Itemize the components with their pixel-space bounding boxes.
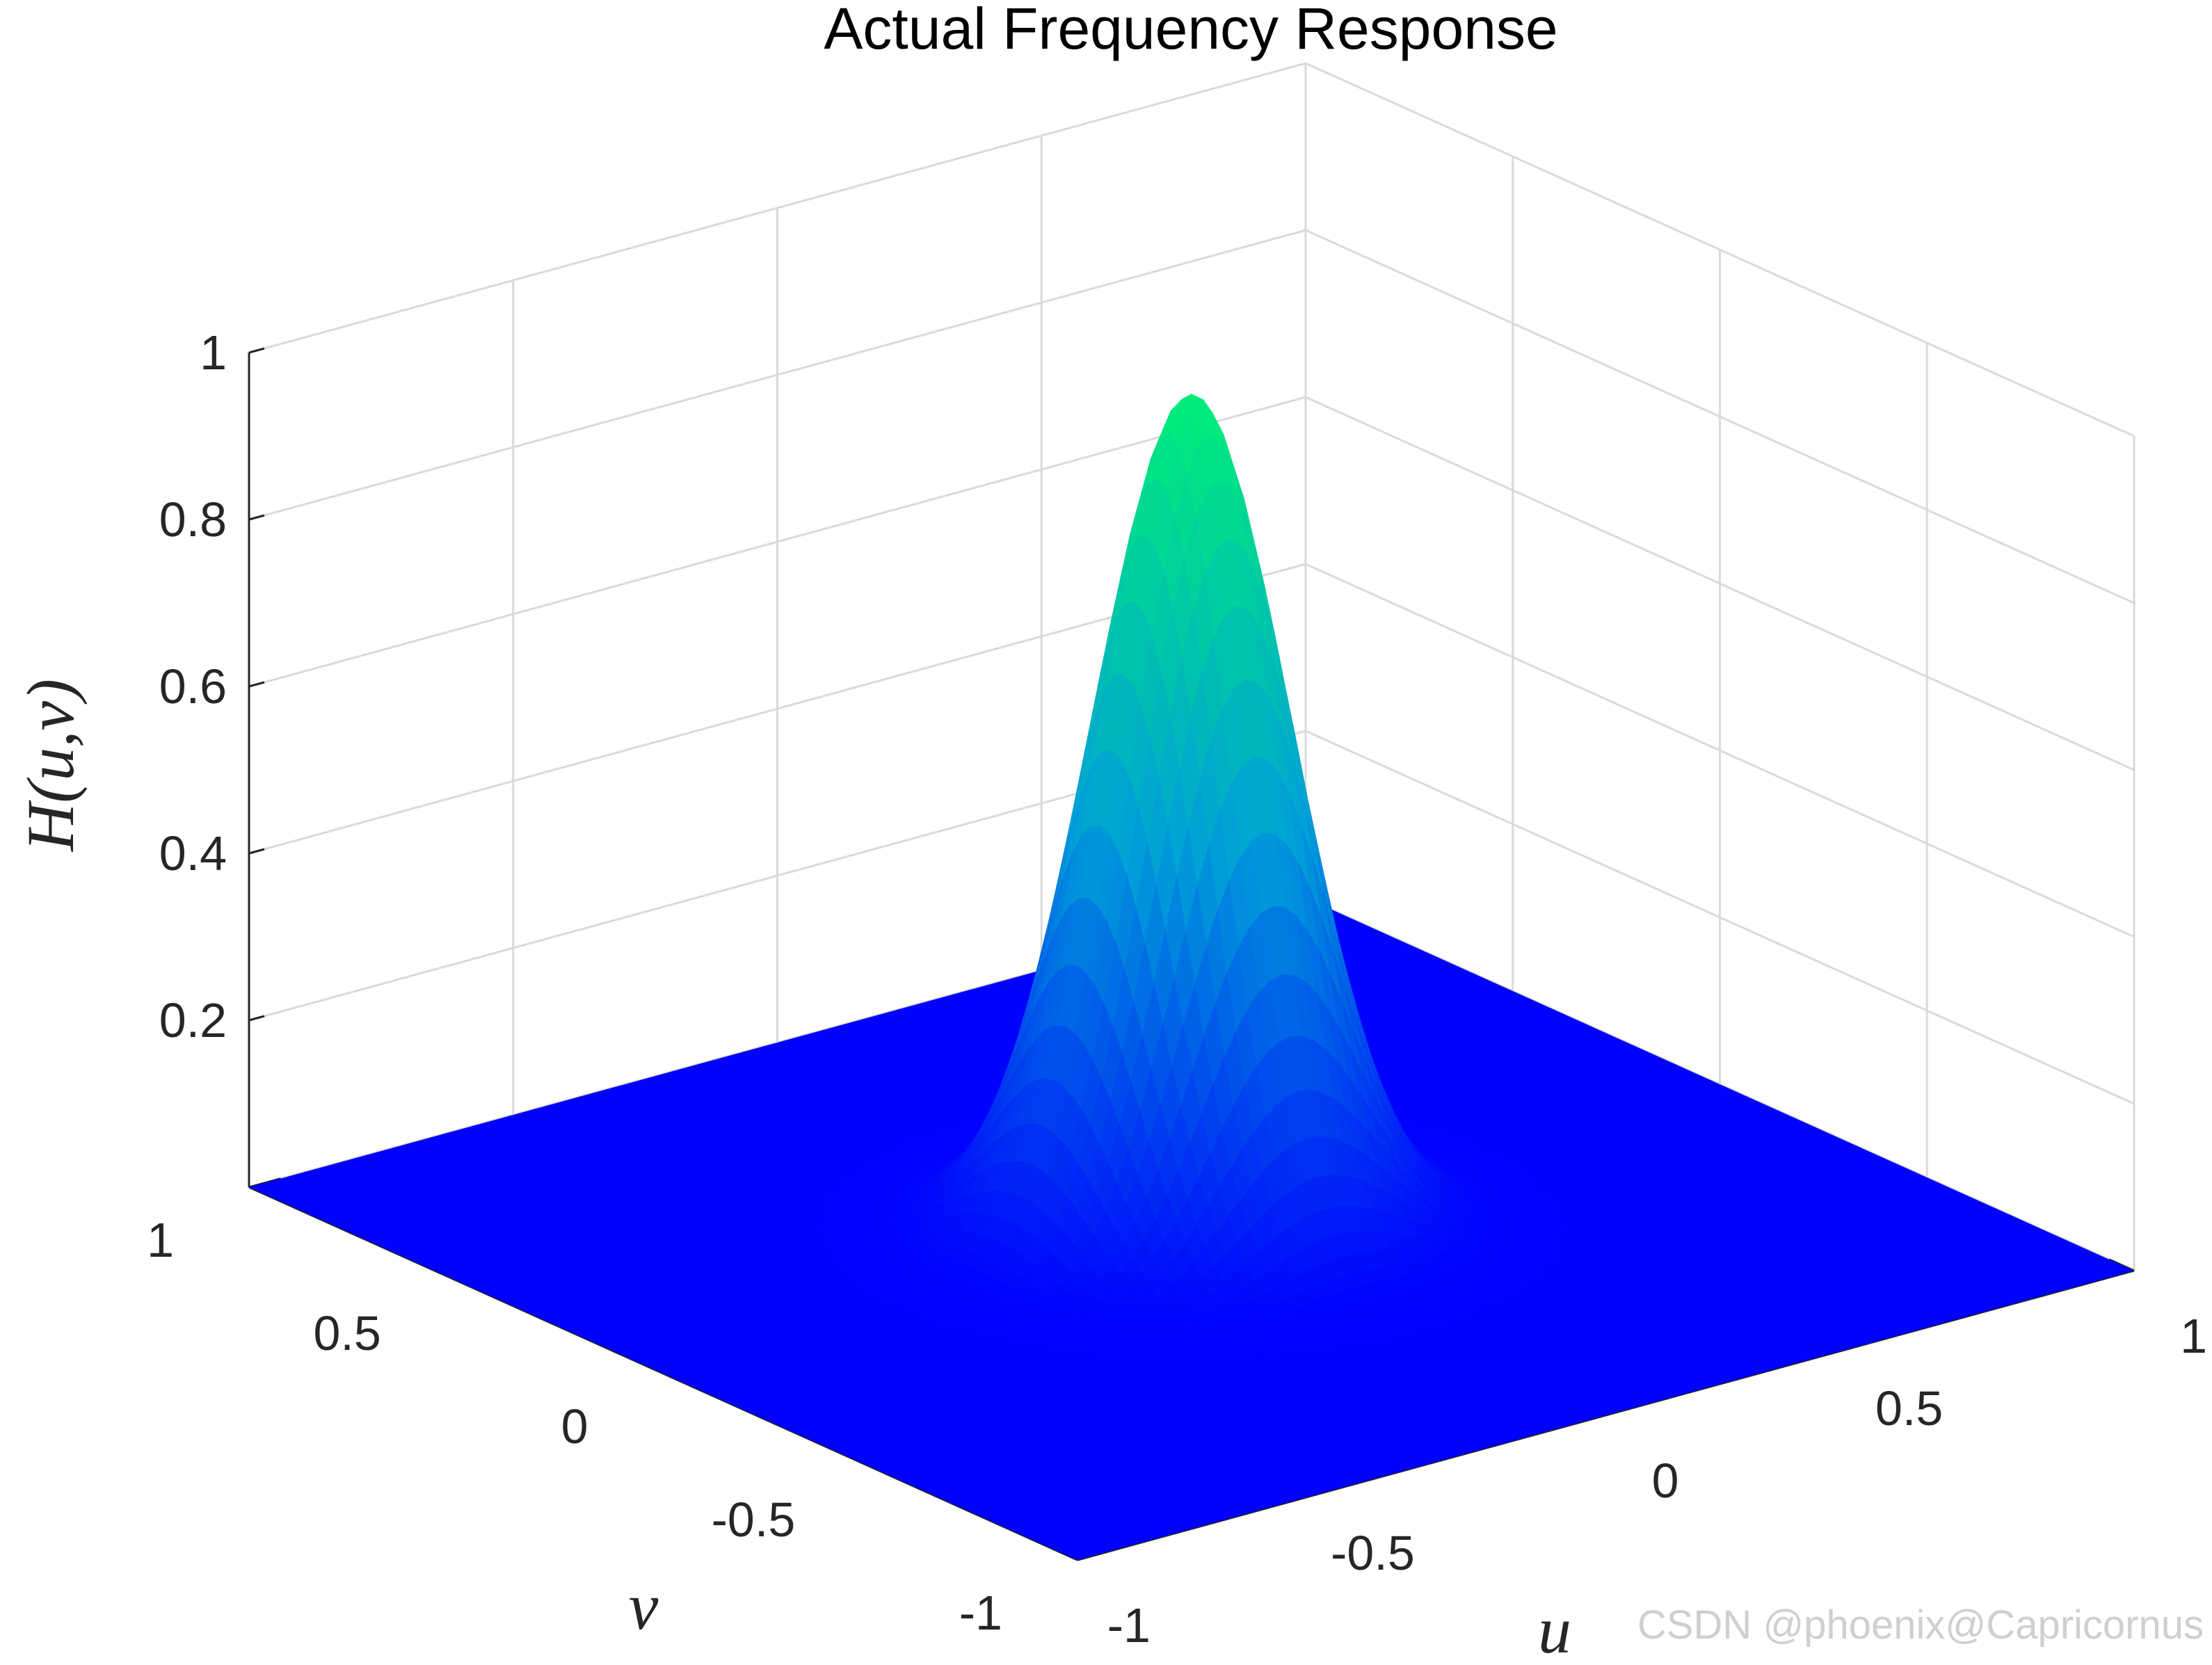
- v-tick-label: -0.5: [712, 1493, 796, 1547]
- u-tick-label: 1: [2180, 1309, 2207, 1363]
- z-tick-mark: [248, 681, 265, 688]
- z-tick-mark: [248, 1015, 265, 1022]
- surface-patch: [1107, 1436, 1130, 1445]
- z-tick-label: 0.6: [159, 659, 227, 714]
- z-tick-mark: [248, 514, 265, 521]
- tick-labels: 0.2 0.4 0.6 0.8 1 -1 -0.5 0 0.5 1 -1 -0.5 0 0.5 1: [147, 325, 2207, 1652]
- z-axis-title: H(u,v): [13, 679, 88, 853]
- v-tick-label: 1: [147, 1213, 174, 1267]
- z-tick-label: 0.4: [159, 826, 227, 880]
- u-tick-label: -1: [1107, 1598, 1151, 1652]
- u-tick-label: -0.5: [1331, 1526, 1415, 1580]
- surface-plot: [249, 393, 2134, 1560]
- u-tick-label: 0: [1652, 1454, 1679, 1508]
- z-tick-mark: [248, 848, 265, 855]
- x-axis-title: u: [1538, 1593, 1571, 1665]
- v-tick-label: 0.5: [313, 1306, 380, 1360]
- z-tick-label: 1: [200, 325, 227, 380]
- z-tick-mark: [248, 347, 265, 354]
- v-tick-label: -1: [959, 1586, 1002, 1640]
- z-tick-label: 0.2: [159, 993, 227, 1047]
- u-tick-label: 0.5: [1875, 1381, 1943, 1435]
- y-axis-title: v: [629, 1569, 659, 1643]
- z-tick-label: 0.8: [159, 492, 227, 547]
- v-tick-label: 0: [561, 1399, 588, 1454]
- watermark: CSDN @phoenix@Capricornus: [1637, 1602, 2204, 1648]
- chart-title: Actual Frequency Response: [824, 0, 1557, 61]
